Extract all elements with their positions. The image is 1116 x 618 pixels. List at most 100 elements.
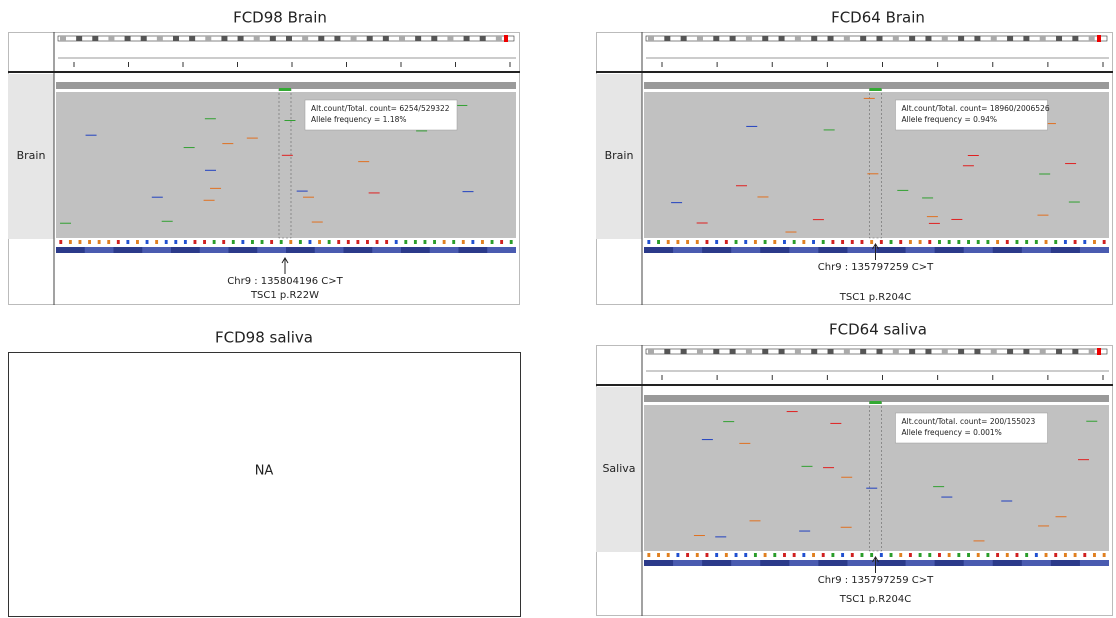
base: [59, 240, 62, 244]
band: [681, 349, 687, 354]
band: [746, 349, 752, 354]
band: [958, 349, 964, 354]
base: [986, 240, 989, 244]
band: [302, 36, 308, 41]
base: [831, 240, 834, 244]
base: [337, 240, 340, 244]
base: [647, 553, 650, 557]
band: [828, 36, 834, 41]
base: [861, 240, 864, 244]
band: [1072, 36, 1078, 41]
base: [126, 240, 129, 244]
codon: [789, 560, 818, 566]
base: [1083, 240, 1086, 244]
base: [996, 240, 999, 244]
codon: [906, 247, 935, 253]
base: [977, 553, 980, 557]
base: [184, 240, 187, 244]
codon: [1080, 560, 1109, 566]
band: [351, 36, 357, 41]
coverage: [56, 82, 516, 89]
locus-marker: [504, 35, 508, 42]
base: [452, 240, 455, 244]
base: [783, 240, 786, 244]
band: [92, 36, 98, 41]
band: [125, 36, 131, 41]
codon: [257, 247, 286, 253]
band: [877, 36, 883, 41]
base: [948, 553, 951, 557]
base: [462, 240, 465, 244]
base: [657, 240, 660, 244]
annotation-text: Allele frequency = 0.001%: [902, 428, 1002, 437]
band: [844, 349, 850, 354]
variant: Chr9 : 135797259 C>T: [818, 575, 934, 586]
base: [165, 240, 168, 244]
base: [1103, 240, 1106, 244]
codon: [789, 247, 818, 253]
base: [715, 553, 718, 557]
base: [841, 553, 844, 557]
band: [844, 36, 850, 41]
base: [222, 240, 225, 244]
band: [286, 36, 292, 41]
base: [667, 553, 670, 557]
base: [289, 240, 292, 244]
band: [496, 36, 502, 41]
base: [471, 240, 474, 244]
band: [141, 36, 147, 41]
base: [328, 240, 331, 244]
band: [383, 36, 389, 41]
base: [1064, 553, 1067, 557]
variant: Chr9 : 135804196 C>T: [227, 276, 343, 287]
base: [764, 240, 767, 244]
base: [69, 240, 72, 244]
band: [399, 36, 405, 41]
base: [318, 240, 321, 244]
band: [76, 36, 82, 41]
base: [366, 240, 369, 244]
base: [754, 553, 757, 557]
band: [877, 349, 883, 354]
band: [811, 349, 817, 354]
band: [893, 36, 899, 41]
band: [991, 349, 997, 354]
base: [657, 553, 660, 557]
base: [667, 240, 670, 244]
base: [773, 240, 776, 244]
base: [938, 240, 941, 244]
panel-title: FCD98 Brain: [233, 9, 327, 27]
base: [822, 553, 825, 557]
base: [967, 553, 970, 557]
base: [309, 240, 312, 244]
protein: TSC1 p.R204C: [839, 292, 912, 303]
figure: FCD98 BrainAlt.count/Total. count= 6254/…: [0, 0, 1116, 618]
coverage: [644, 395, 1109, 402]
codon: [372, 247, 401, 253]
variant-coverage: [870, 401, 882, 404]
base: [1074, 240, 1077, 244]
base: [919, 553, 922, 557]
base: [1016, 553, 1019, 557]
base: [433, 240, 436, 244]
base: [1025, 553, 1028, 557]
base: [938, 553, 941, 557]
base: [1074, 553, 1077, 557]
codon: [906, 560, 935, 566]
band: [730, 349, 736, 354]
empty-panel: [9, 353, 521, 617]
variant: Chr9 : 135797259 C>T: [818, 262, 934, 273]
base: [725, 553, 728, 557]
igv-screenshot: Alt.count/Total. count= 18960/2006526All…: [596, 32, 1113, 305]
base: [146, 240, 149, 244]
base: [500, 240, 503, 244]
band: [925, 36, 931, 41]
band: [697, 349, 703, 354]
annotation-text: Allele frequency = 0.94%: [902, 115, 998, 124]
band: [108, 36, 114, 41]
base: [822, 240, 825, 244]
base: [890, 240, 893, 244]
band: [681, 36, 687, 41]
codon: [315, 247, 344, 253]
band: [1056, 349, 1062, 354]
